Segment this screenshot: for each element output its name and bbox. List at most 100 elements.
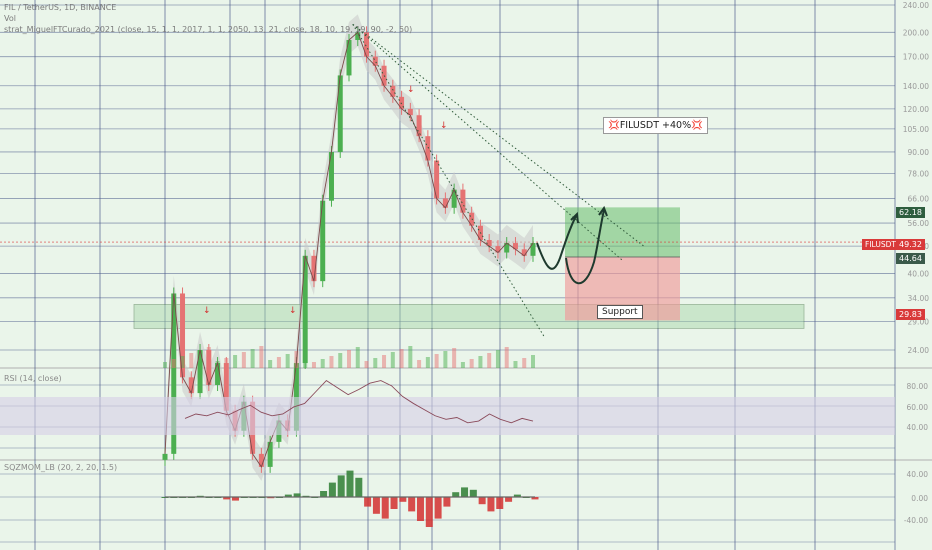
sell-marker-1: ↓	[289, 306, 297, 316]
volume-bar	[355, 347, 360, 368]
mom-tick-40: 40.00	[906, 470, 928, 479]
volume-bar	[373, 358, 378, 368]
volume-bar	[434, 354, 439, 368]
candle-body	[328, 151, 334, 201]
volume-bar	[478, 356, 483, 368]
symbol-line: FIL / TetherUS, 1D, BINANCE	[4, 3, 117, 12]
trendline-3	[352, 24, 546, 339]
candle-body	[451, 189, 457, 208]
candle-body	[293, 363, 299, 431]
price-tick-label: 24.00	[908, 346, 930, 355]
projection-arrowhead-1	[570, 211, 579, 224]
momentum-bar	[496, 497, 504, 509]
rsi-tick-40: 40.00	[906, 423, 928, 432]
volume-bar	[233, 355, 238, 368]
volume-bar	[171, 359, 176, 368]
momentum-bar	[337, 475, 345, 497]
momentum-bar	[328, 482, 336, 497]
candle-body	[346, 40, 352, 76]
volume-bar	[487, 353, 492, 368]
momentum-bar	[487, 497, 495, 512]
momentum-bar	[425, 497, 433, 527]
price-tick-label: 40.00	[908, 269, 930, 278]
rsi-band	[0, 397, 895, 435]
price-tick-label: 66.00	[908, 194, 930, 203]
price-tick-label: 56.00	[908, 219, 930, 228]
momentum-bar	[461, 487, 469, 497]
candle-body	[215, 363, 221, 386]
volume-bar	[408, 346, 413, 368]
candle-body	[521, 249, 527, 256]
candle-body	[530, 243, 536, 256]
price-tick-label: 120.00	[903, 105, 929, 114]
momentum-bar	[223, 497, 231, 500]
momentum-bar	[513, 494, 521, 497]
candle-body	[407, 108, 413, 116]
momentum-bar	[478, 497, 486, 505]
price-tick-label: 78.00	[908, 169, 930, 178]
momentum-bar	[531, 497, 539, 500]
rsi-tick-60: 60.00	[906, 403, 928, 412]
projection-arrowhead-2	[598, 205, 608, 217]
momentum-bar	[320, 491, 328, 497]
momentum-bar	[346, 470, 354, 497]
momentum-bar	[399, 497, 407, 502]
sell-marker-2: ↓	[407, 85, 415, 95]
support-price-tag: 29.83	[896, 309, 925, 320]
volume-bar	[320, 359, 325, 368]
volume-bar	[390, 352, 395, 368]
sell-marker-0: ↓	[203, 306, 211, 316]
candle-body	[171, 293, 177, 454]
volume-bar	[163, 362, 167, 368]
volume-bar	[338, 353, 343, 368]
volume-bar	[303, 348, 308, 368]
candle-body	[399, 96, 405, 109]
price-tick-label: 90.00	[908, 148, 930, 157]
mom-tick-0: 0.00	[911, 494, 928, 503]
support-zone	[133, 304, 805, 329]
rsi-line	[184, 379, 534, 424]
support-label: Support	[597, 305, 643, 319]
volume-bar	[504, 347, 509, 368]
candle-body	[495, 246, 501, 253]
momentum-bar	[505, 497, 513, 502]
momentum-bar	[416, 497, 424, 521]
price-tick-label: 29.00	[908, 318, 930, 327]
candle-body	[311, 255, 317, 282]
momentum-bar	[434, 497, 442, 519]
momentum-bar	[408, 497, 416, 512]
volume-bar	[460, 362, 465, 368]
volume-bar	[399, 349, 404, 368]
candle-body	[267, 441, 273, 467]
momentum-bar	[231, 497, 239, 501]
volume-bar	[268, 360, 273, 368]
rsi-pane-title: RSI (14, close)	[4, 374, 62, 383]
candle-body	[512, 243, 518, 250]
volume-bar	[531, 355, 535, 368]
price-tick-label: 34.00	[908, 294, 930, 303]
volume-bar	[189, 353, 194, 368]
volume-bar	[495, 350, 500, 368]
candle-body	[188, 377, 194, 394]
sell-marker-3: ↓	[440, 121, 448, 131]
candle-body	[162, 453, 168, 460]
entry-price-tag: 44.64	[896, 253, 925, 264]
momentum-bar	[443, 497, 451, 507]
volume-bar	[198, 350, 203, 368]
price-tick-label: 200.00	[903, 28, 929, 37]
current-price-tag: 49.32	[896, 239, 925, 250]
price-tick-label: 105.00	[903, 125, 929, 134]
mom-tick-neg40: -40.00	[903, 516, 928, 525]
candle-body	[425, 136, 431, 161]
candle-body	[364, 32, 370, 57]
candle-body	[504, 243, 510, 253]
volume-bar	[364, 361, 369, 368]
momentum-bar	[372, 497, 380, 514]
volume-bar	[417, 360, 422, 368]
projection-arrow-1	[536, 215, 577, 270]
price-tick-label: 240.00	[903, 1, 929, 10]
candle-body	[180, 293, 186, 378]
candle-body	[390, 85, 396, 97]
